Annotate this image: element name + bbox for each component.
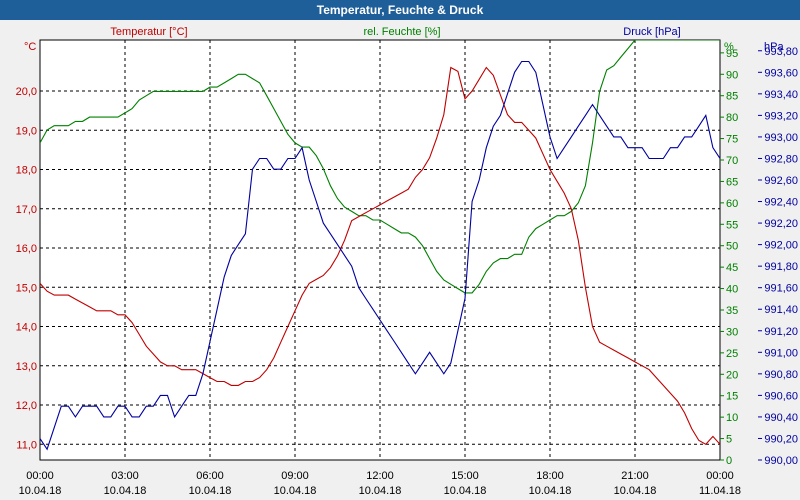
- right-tick-label: 45: [726, 262, 738, 274]
- right2-tick-label: 991,00: [764, 347, 798, 359]
- series-line-pressure: [40, 60, 720, 451]
- right2-tick-label: 992,00: [764, 240, 798, 252]
- legend-pressure: Druck [hPa]: [623, 26, 680, 38]
- right2-tick-label: 991,60: [764, 283, 798, 295]
- window-title: Temperatur, Feuchte & Druck: [0, 0, 800, 20]
- right-tick-label: 90: [726, 69, 738, 81]
- right2-tick-label: 990,20: [764, 433, 798, 445]
- right-tick-label: 95: [726, 48, 738, 60]
- right2-tick-label: 993,60: [764, 67, 798, 79]
- right2-tick-label: 992,40: [764, 197, 798, 209]
- x-tick-label-time: 06:00: [196, 470, 224, 482]
- right-tick-label: 60: [726, 198, 738, 210]
- right2-tick-label: 990,40: [764, 412, 798, 424]
- left-tick-label: 11,0: [16, 439, 37, 451]
- right-tick-label: 5: [726, 434, 732, 446]
- series-line-temperature: [40, 66, 720, 445]
- left-tick-label: 15,0: [16, 282, 37, 294]
- left-tick-label: 13,0: [16, 361, 37, 373]
- right-axis-label: %: [724, 41, 734, 53]
- right-tick-label: 35: [726, 305, 738, 317]
- left-tick-label: 17,0: [16, 204, 37, 216]
- x-tick-label-time: 00:00: [26, 470, 54, 482]
- right-tick-label: 25: [726, 348, 738, 360]
- x-tick-label-date: 10.04.18: [104, 485, 147, 497]
- right2-tick-label: 992,60: [764, 175, 798, 187]
- right2-tick-label: 992,80: [764, 153, 798, 165]
- left-tick-label: 12,0: [16, 400, 37, 412]
- right-tick-label: 10: [726, 412, 738, 424]
- left-tick-label: 18,0: [16, 165, 37, 177]
- x-tick-label-date: 10.04.18: [359, 485, 402, 497]
- x-tick-label-time: 12:00: [366, 470, 394, 482]
- x-tick-label-date: 11.04.18: [699, 485, 741, 497]
- x-tick-label-date: 10.04.18: [614, 485, 657, 497]
- left-axis-label: °C: [24, 41, 36, 53]
- x-tick-label-date: 10.04.18: [189, 485, 232, 497]
- right2-tick-label: 993,40: [764, 89, 798, 101]
- legend-temperature: Temperatur [°C]: [110, 26, 187, 38]
- right-tick-label: 50: [726, 241, 738, 253]
- right2-tick-label: 992,20: [764, 218, 798, 230]
- x-tick-label-date: 10.04.18: [19, 485, 62, 497]
- right-tick-label: 15: [726, 391, 738, 403]
- right2-tick-label: 993,00: [764, 132, 798, 144]
- right-tick-label: 70: [726, 155, 738, 167]
- left-tick-label: 20,0: [16, 86, 37, 98]
- right-tick-label: 55: [726, 219, 738, 231]
- right-tick-label: 80: [726, 112, 738, 124]
- right2-tick-label: 991,40: [764, 304, 798, 316]
- right2-axis-label: hPa: [764, 41, 784, 53]
- left-tick-label: 16,0: [16, 243, 37, 255]
- x-tick-label-date: 10.04.18: [274, 485, 317, 497]
- right-tick-label: 0: [726, 455, 732, 467]
- right2-tick-label: 991,20: [764, 326, 798, 338]
- right2-tick-label: 990,80: [764, 369, 798, 381]
- legend-humidity: rel. Feuchte [%]: [363, 26, 440, 38]
- right2-tick-label: 993,80: [764, 46, 798, 58]
- right-tick-label: 40: [726, 284, 738, 296]
- right-tick-label: 85: [726, 91, 738, 103]
- x-tick-label-date: 10.04.18: [529, 485, 572, 497]
- x-tick-label-time: 09:00: [281, 470, 309, 482]
- x-tick-label-date: 10.04.18: [444, 485, 487, 497]
- right-tick-label: 75: [726, 134, 738, 146]
- x-tick-label-time: 21:00: [621, 470, 649, 482]
- right2-tick-label: 990,00: [764, 455, 798, 467]
- right-tick-label: 65: [726, 176, 738, 188]
- x-tick-label-time: 00:00: [706, 470, 734, 482]
- right2-tick-label: 990,60: [764, 390, 798, 402]
- right-tick-label: 20: [726, 369, 738, 381]
- right2-tick-label: 991,80: [764, 261, 798, 273]
- x-tick-label-time: 18:00: [536, 470, 564, 482]
- series-line-humidity: [40, 40, 720, 294]
- right-tick-label: 30: [726, 326, 738, 338]
- x-tick-label-time: 03:00: [111, 470, 139, 482]
- x-tick-label-time: 15:00: [451, 470, 479, 482]
- left-tick-label: 14,0: [16, 322, 37, 334]
- right2-tick-label: 993,20: [764, 110, 798, 122]
- left-tick-label: 19,0: [16, 125, 37, 137]
